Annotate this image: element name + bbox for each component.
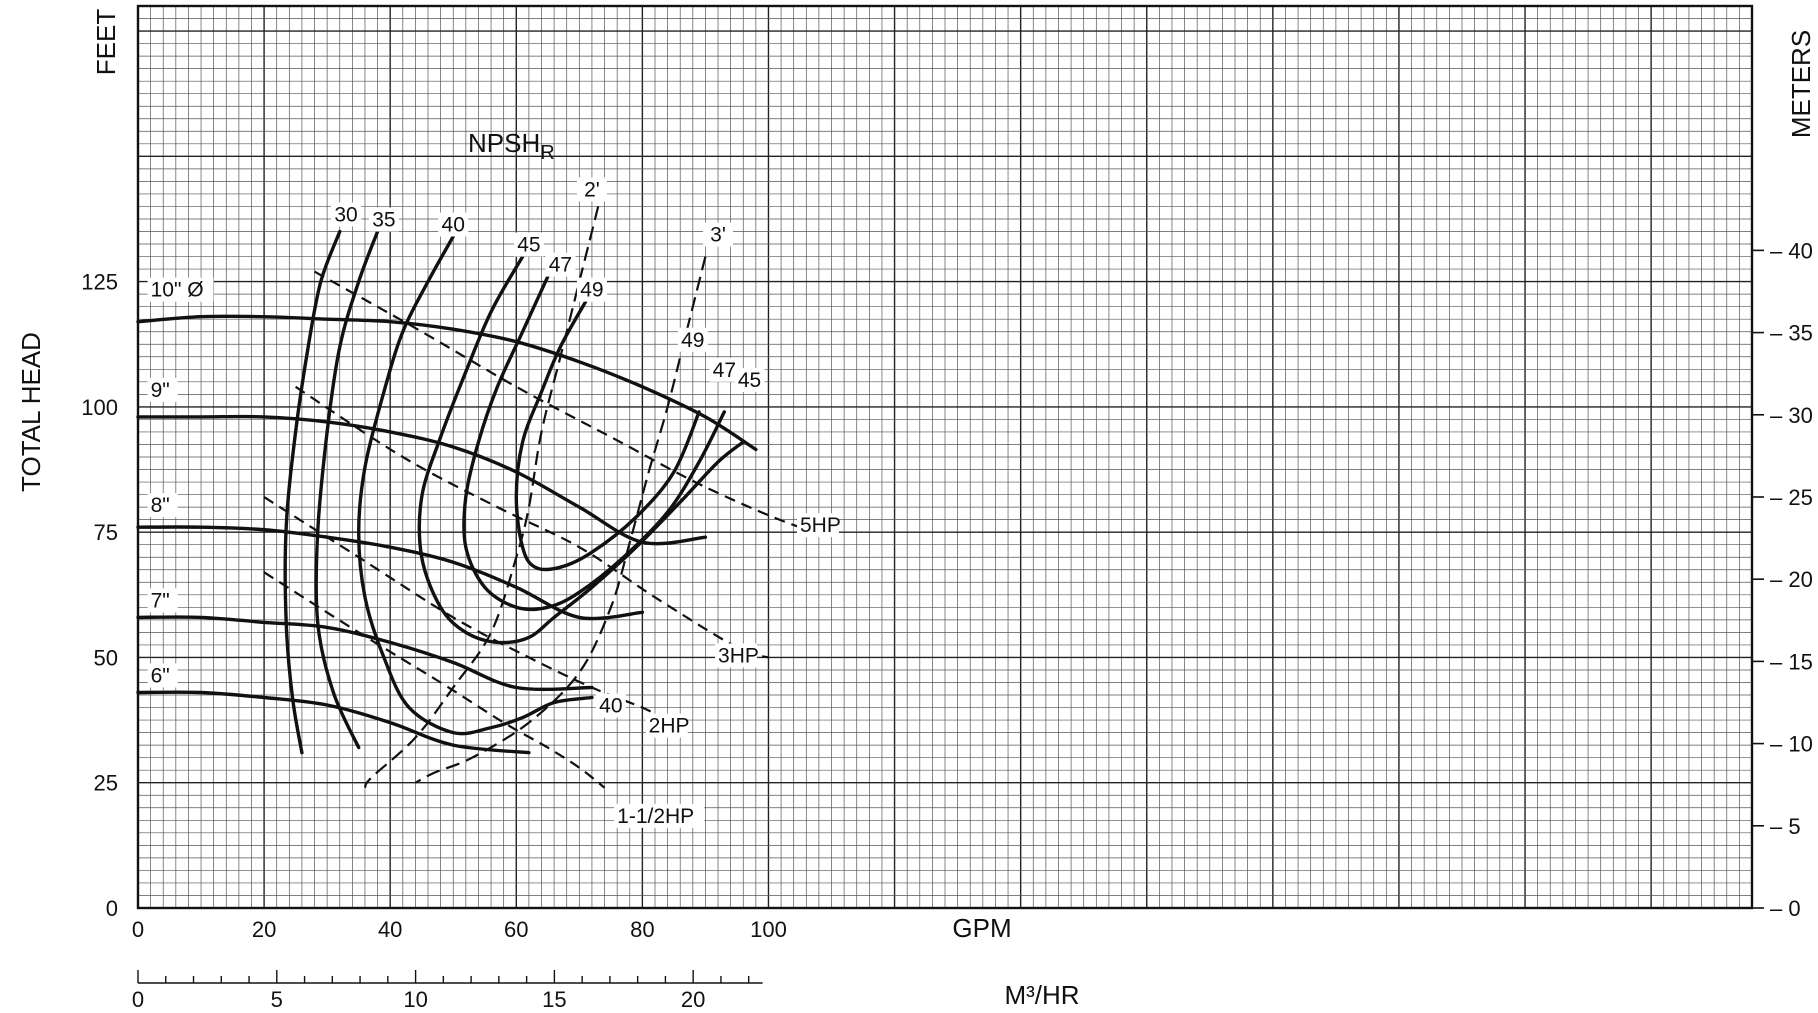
efficiency-label: 40: [599, 695, 622, 718]
y2-tick-label: – 0: [1770, 896, 1801, 921]
y-tick-label: 100: [81, 395, 118, 420]
hp-line: [263, 571, 606, 789]
y-tick-label: 25: [94, 771, 118, 796]
efficiency-label-bg: [438, 212, 469, 237]
efficiency-label-bg: [576, 277, 607, 302]
npsh-title-main: NPSH: [468, 128, 540, 158]
y2-tick-label: – 20: [1770, 567, 1813, 592]
x-tick-label: 100: [750, 917, 787, 942]
efficiency-label: 40: [442, 214, 465, 237]
impeller-label: 8": [151, 494, 170, 517]
hp-label: 1-1/2HP: [617, 805, 694, 828]
impeller-label: 6": [151, 665, 170, 688]
efficiency-label: 45: [517, 234, 540, 257]
impeller-label-bg: [147, 277, 214, 302]
impeller-label: 7": [151, 589, 170, 612]
y2-tick-label: – 30: [1770, 403, 1813, 428]
hp-label: 2HP: [649, 715, 690, 738]
npsh-label: 3': [710, 224, 726, 247]
x-tick-label: 0: [132, 917, 144, 942]
npsh-label: 2': [584, 178, 600, 201]
y-tick-label: 75: [94, 520, 118, 545]
efficiency-label-bg: [545, 252, 576, 277]
x2-axis-title: M³/HR: [1004, 980, 1079, 1010]
x2-tick-label: 15: [542, 987, 566, 1012]
x2-tick-label: 10: [403, 987, 427, 1012]
npsh-label-bg: [703, 222, 734, 247]
npsh-line: [363, 206, 600, 789]
impeller-curve: [136, 690, 531, 755]
chart-grid: [136, 4, 1754, 910]
x2-tick-label: 0: [132, 987, 144, 1012]
efficiency-label-bg: [677, 327, 708, 352]
efficiency-curve: [283, 229, 342, 755]
hp-label-bg: [796, 513, 839, 538]
y-axis-title: TOTAL HEAD: [16, 332, 46, 492]
npsh-title: NPSHR: [468, 128, 555, 164]
impeller-curve: [136, 615, 594, 692]
efficiency-label-bg: [734, 367, 765, 392]
efficiency-curve: [462, 274, 726, 612]
efficiency-label: 45: [738, 369, 761, 392]
npsh-title-sub: R: [540, 142, 554, 164]
y2-tick-label: – 40: [1770, 238, 1813, 263]
impeller-label: 10" Ø: [151, 279, 204, 302]
efficiency-label-bg: [595, 693, 626, 718]
efficiency-curve: [314, 229, 380, 750]
impeller-curve: [136, 414, 708, 546]
hp-label-bg: [715, 643, 758, 668]
hp-label-bg: [614, 803, 705, 828]
y2-tick-label: – 25: [1770, 485, 1813, 510]
x-tick-label: 80: [630, 917, 654, 942]
efficiency-curve: [357, 234, 594, 736]
y2-tick-label: – 15: [1770, 649, 1813, 674]
efficiency-label: 49: [681, 329, 704, 352]
hp-label-bg: [645, 713, 688, 738]
x2-tick-label: 5: [271, 987, 283, 1012]
efficiency-label-bg: [331, 202, 362, 227]
npsh-label-bg: [576, 177, 607, 202]
impeller-label: 9": [151, 379, 170, 402]
efficiency-curve: [514, 300, 701, 572]
hp-line: [263, 496, 662, 719]
impeller-label-bg: [147, 377, 178, 402]
impeller-label-bg: [147, 663, 178, 688]
impeller-curve: [136, 314, 758, 452]
y2-tick-label: – 10: [1770, 732, 1813, 757]
y-tick-label: 0: [106, 896, 118, 921]
efficiency-label: 49: [580, 279, 603, 302]
efficiency-label-bg: [368, 207, 399, 232]
x-tick-label: 60: [504, 917, 528, 942]
y-tick-label: 125: [81, 270, 118, 295]
impeller-label-bg: [147, 588, 178, 613]
efficiency-label: 47: [549, 254, 572, 277]
y-axis-units-right: METERS: [1786, 30, 1816, 138]
x-axis-title: GPM: [952, 913, 1011, 943]
x-tick-label: 40: [378, 917, 402, 942]
x2-tick-label: 20: [681, 987, 705, 1012]
y-tick-label: 50: [94, 645, 118, 670]
impeller-curve: [136, 525, 645, 621]
efficiency-label: 47: [713, 359, 736, 382]
hp-label: 3HP: [718, 644, 759, 667]
hp-line: [313, 270, 845, 534]
y2-tick-label: – 35: [1770, 321, 1813, 346]
y2-tick-label: – 5: [1770, 814, 1801, 839]
curves: [136, 206, 845, 789]
y-axis-units-left: FEET: [91, 9, 121, 76]
x-tick-label: 20: [252, 917, 276, 942]
npsh-line: [414, 256, 707, 784]
plot-frame: [136, 4, 1754, 910]
hp-label: 5HP: [800, 514, 841, 537]
efficiency-label-bg: [513, 232, 544, 257]
impeller-label-bg: [147, 493, 178, 518]
efficiency-label: 35: [372, 208, 395, 231]
efficiency-label: 30: [334, 203, 357, 226]
efficiency-label-bg: [709, 357, 740, 382]
hp-line: [294, 385, 769, 659]
